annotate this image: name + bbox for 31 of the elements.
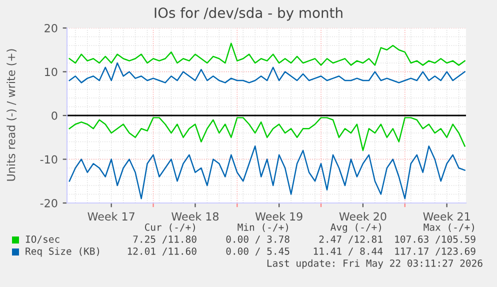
text: 11.41 / 8.44: [314, 247, 383, 256]
y-tick-label: -10: [40, 155, 58, 164]
x-tick-label: Week 17: [88, 212, 134, 221]
text: 12.01 /11.60: [128, 247, 196, 256]
line-series: [68, 62, 466, 84]
text: Avg (-/+): [330, 223, 381, 233]
x-tick-label: Week 18: [172, 212, 218, 221]
text: Max (-/+): [424, 223, 474, 232]
line-series: [68, 42, 466, 66]
legend-label: Req Size (KB): [26, 247, 100, 257]
y-axis-title: Units read (-) / write (+): [6, 49, 17, 181]
legend-label: IO/sec: [26, 235, 60, 244]
text: 0.00 / 5.45: [226, 247, 290, 256]
y-tick-label: -20: [40, 198, 58, 208]
chart-title: IOs for /dev/sda - by month: [154, 7, 342, 21]
x-tick-label: Week 20: [339, 212, 386, 221]
y-tick-label: 0: [52, 111, 58, 120]
text: 107.63 /105.59: [395, 235, 476, 244]
line-series: [68, 117, 466, 152]
text: Last update: Fri May 22 03:11:27 2026: [267, 259, 482, 269]
y-tick-label: 10: [45, 68, 58, 76]
text: 117.17 /123.69: [395, 247, 476, 256]
text: Min (-/+): [238, 223, 288, 232]
text: Cur (-/+): [144, 223, 195, 232]
text: 7.25 /11.80: [133, 235, 196, 244]
x-tick-label: Week 19: [255, 212, 302, 221]
text: 2.47 /12.81: [319, 235, 382, 244]
y-tick-label: 20: [44, 24, 58, 32]
x-tick-label: Week 21: [423, 212, 470, 221]
text: 0.00 / 3.78: [226, 235, 290, 244]
line-series: [68, 146, 466, 200]
